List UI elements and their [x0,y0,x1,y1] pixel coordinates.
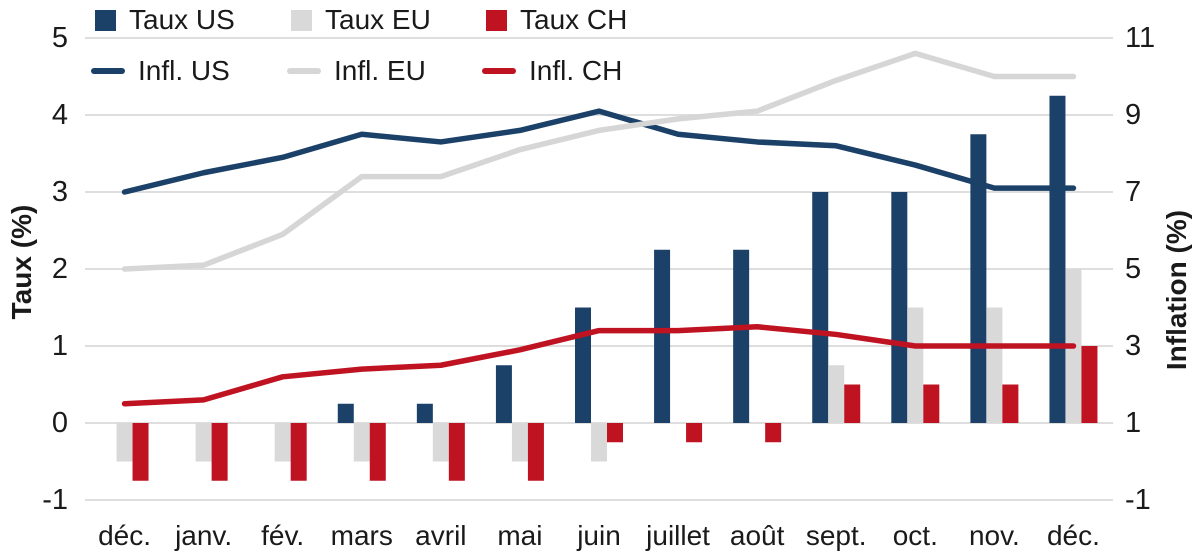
x-axis-label: juillet [646,520,710,551]
right-axis-tick: -1 [1125,484,1151,516]
bar-taux-ch [1002,384,1019,423]
right-axis-tick: 11 [1125,22,1156,54]
x-axis-label: déc. [98,520,151,551]
right-axis-tick: 3 [1125,330,1142,362]
bar-taux-ch [132,423,149,481]
legend-item-infl-ch: Infl. CH [482,55,623,86]
left-axis-tick: 0 [51,407,68,439]
bar-taux-ch [1081,346,1098,423]
bar-taux-ch [607,423,623,443]
bar-taux-ch [211,423,228,481]
bar-taux-us [416,403,433,423]
bar-taux-ch [844,384,861,423]
left-axis-tick: 5 [51,22,68,54]
bar-taux-eu [274,423,291,462]
bar-taux-us [1049,95,1066,423]
bar-taux-ch [369,423,386,481]
right-axis-tick: 9 [1125,99,1142,131]
bar-taux-ch [448,423,465,481]
bar-taux-ch [765,423,782,443]
infl-us-line-swatch-icon [91,68,125,74]
bar-taux-eu [986,307,1003,423]
x-axis-label: nov. [968,520,1020,551]
taux-ch-swatch-icon [486,9,507,31]
left-axis-tick: -1 [42,484,68,516]
legend-item-infl-us: Infl. US [91,55,230,86]
bar-taux-eu [353,423,370,462]
line-infl-ch [121,324,1077,407]
x-axis-label: oct. [892,520,938,551]
legend-row-lines: Infl. US Infl. EU Infl. CH [0,55,1200,86]
x-axis-label: mai [497,520,543,551]
right-axis-tick: 5 [1125,253,1142,285]
bar-taux-eu [907,307,924,423]
bar-taux-eu [511,423,528,462]
left-axis-tick: 3 [51,176,68,208]
legend-item-infl-eu: Infl. EU [287,55,426,86]
bar-taux-ch [527,423,544,481]
bar-taux-us [337,403,354,423]
right-axis-tick: 1 [1125,407,1142,439]
bar-taux-ch [923,384,940,423]
left-axis-tick: 2 [51,253,68,285]
left-axis-tick: 4 [51,99,68,131]
line-infl-eu [121,50,1077,272]
right-axis-tick: 7 [1125,176,1142,208]
legend-label-taux-ch: Taux CH [520,4,628,35]
legend-item-taux-eu: Taux EU [291,4,431,35]
bar-taux-ch [290,423,307,481]
x-axis-label: août [729,520,785,551]
bar-taux-us [733,249,750,423]
x-axis-label: janv. [175,520,233,551]
x-axis-label: sept. [805,520,867,551]
bar-taux-us [970,134,987,423]
line-infl-us [121,108,1077,195]
legend-item-taux-us: Taux US [95,4,235,35]
infl-eu-line-swatch-icon [287,68,321,74]
legend-label-infl-us: Infl. US [138,55,230,86]
bar-taux-eu [432,423,449,462]
bar-taux-us [654,249,671,423]
x-axis-label: avril [415,520,467,551]
bar-taux-us [891,192,908,423]
bar-taux-eu [828,365,845,423]
legend-label-infl-eu: Infl. EU [334,55,426,86]
taux-eu-swatch-icon [291,9,312,31]
right-axis-title: Inflation (%) [1161,209,1192,371]
x-axis-label: mars [330,520,393,551]
legend-label-infl-ch: Infl. CH [529,55,623,86]
infl-ch-line-swatch-icon [482,68,516,74]
legend-item-taux-ch: Taux CH [486,4,628,35]
bar-taux-eu [116,423,133,462]
x-axis-label: juin [577,520,621,551]
x-axis-label: déc. [1046,520,1100,551]
bar-taux-us [495,365,512,423]
bar-taux-eu [195,423,212,462]
legend-label-taux-eu: Taux EU [325,4,431,35]
bar-taux-us [575,307,591,423]
left-axis-tick: 1 [51,330,68,362]
taux-us-swatch-icon [95,9,116,31]
bar-taux-ch [686,423,703,443]
bar-taux-eu [591,423,607,462]
legend-label-taux-us: Taux US [129,4,235,35]
x-axis-label: fév. [261,520,305,551]
bar-taux-us [812,192,829,423]
legend-row-bars: Taux US Taux EU Taux CH [0,4,1200,35]
